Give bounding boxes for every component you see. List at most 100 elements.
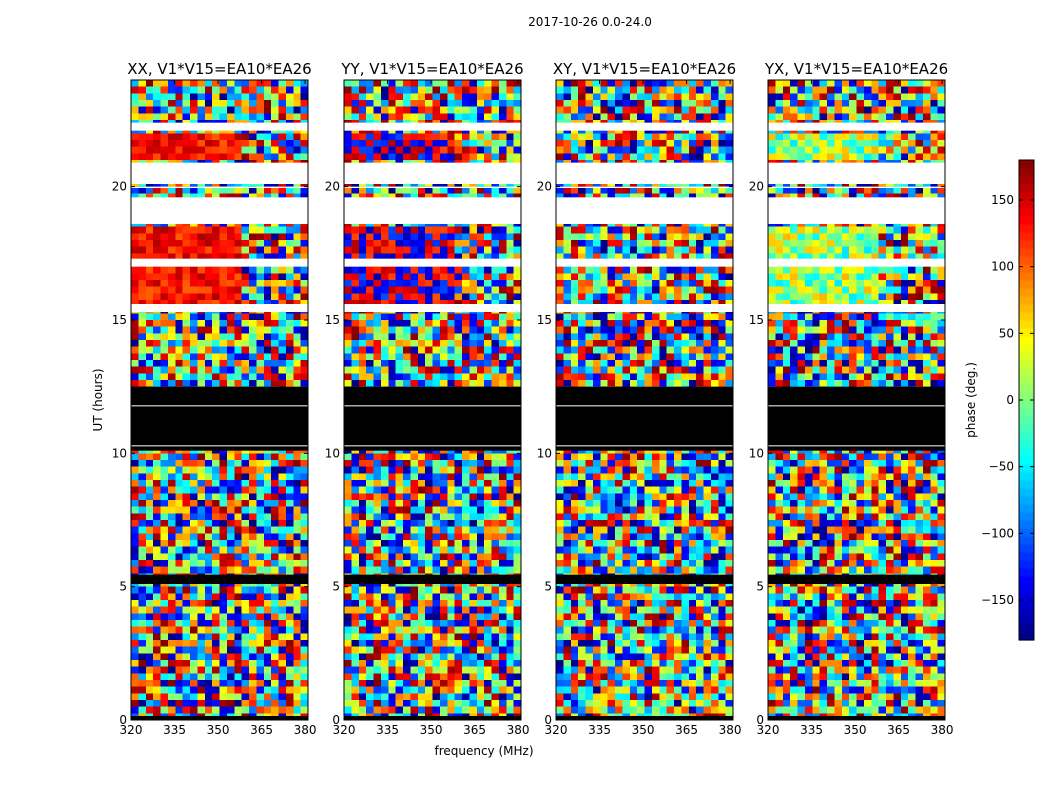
x-tick-label: 335 bbox=[588, 723, 611, 737]
x-tick-label: 365 bbox=[250, 723, 273, 737]
colorbar-segment bbox=[1019, 248, 1034, 257]
panel-yy: YY, V1*V15=EA10*EA26 320 335 350 365 380 0 5 10 1… bbox=[325, 60, 530, 737]
x-tick-label: 350 bbox=[844, 723, 867, 737]
panel-xx: XX, V1*V15=EA10*EA26 320 335 350 365 380 0 5 10 1… bbox=[112, 60, 317, 737]
colorbar-segment bbox=[1019, 624, 1034, 633]
colorbar-segment bbox=[1019, 608, 1034, 617]
colorbar-segment bbox=[1019, 352, 1034, 361]
y-tick-label: 10 bbox=[749, 446, 764, 460]
colorbar-segment bbox=[1019, 328, 1034, 337]
x-tick-label: 350 bbox=[207, 723, 230, 737]
blank-band bbox=[131, 304, 308, 312]
axes-frame bbox=[130, 79, 309, 721]
colorbar-segment bbox=[1019, 544, 1034, 553]
blank-band bbox=[768, 258, 945, 267]
colorbar-segment bbox=[1019, 560, 1034, 569]
y-tick-label: 15 bbox=[749, 313, 764, 327]
colorbar-segment bbox=[1019, 504, 1034, 513]
panel-title: XY, V1*V15=EA10*EA26 bbox=[553, 60, 736, 78]
colorbar-segment bbox=[1019, 600, 1034, 609]
blank-band bbox=[768, 304, 945, 312]
blank-band bbox=[344, 304, 521, 312]
colorbar-tick-label: 0 bbox=[1006, 393, 1014, 407]
figure-suptitle: 2017-10-26 0.0-24.0 bbox=[528, 15, 652, 29]
blank-band bbox=[344, 258, 521, 267]
flag-gap-line bbox=[768, 405, 945, 407]
flagged-band bbox=[131, 574, 308, 584]
colorbar-segment bbox=[1019, 488, 1034, 497]
colorbar-segment bbox=[1019, 472, 1034, 481]
colorbar-segment bbox=[1019, 520, 1034, 529]
blank-band bbox=[131, 162, 308, 184]
colorbar-segment bbox=[1019, 408, 1034, 417]
y-tick-label: 0 bbox=[119, 713, 127, 727]
colorbar-segment bbox=[1019, 208, 1034, 217]
colorbar-segment bbox=[1019, 576, 1034, 585]
colorbar-segment bbox=[1019, 176, 1034, 185]
blank-band bbox=[344, 197, 521, 224]
colorbar-tick-label: −150 bbox=[981, 593, 1014, 607]
blank-band bbox=[556, 122, 733, 131]
colorbar-segment bbox=[1019, 160, 1034, 169]
flag-gap-line bbox=[768, 445, 945, 447]
colorbar-segment bbox=[1019, 552, 1034, 561]
colorbar-segment bbox=[1019, 448, 1034, 457]
colorbar-segment bbox=[1019, 344, 1034, 353]
blank-band bbox=[768, 186, 945, 188]
flagged-band bbox=[556, 716, 733, 720]
colorbar-segment bbox=[1019, 512, 1034, 521]
colorbar-segment bbox=[1019, 480, 1034, 489]
y-tick-label: 15 bbox=[537, 313, 552, 327]
flagged-band bbox=[556, 386, 733, 451]
x-tick-label: 335 bbox=[376, 723, 399, 737]
y-tick-label: 20 bbox=[112, 180, 127, 194]
colorbar-tick-label: 150 bbox=[991, 193, 1014, 207]
x-tick-label: 320 bbox=[757, 723, 780, 737]
blank-band bbox=[556, 162, 733, 184]
colorbar-segment bbox=[1019, 456, 1034, 465]
x-tick-label: 350 bbox=[632, 723, 655, 737]
colorbar-segment bbox=[1019, 400, 1034, 409]
x-tick-label: 380 bbox=[719, 723, 742, 737]
y-tick-label: 20 bbox=[749, 180, 764, 194]
colorbar-segment bbox=[1019, 416, 1034, 425]
panel-title: YY, V1*V15=EA10*EA26 bbox=[340, 60, 523, 78]
y-tick-label: 5 bbox=[756, 580, 764, 594]
x-tick-label: 335 bbox=[163, 723, 186, 737]
flagged-band bbox=[768, 386, 945, 451]
y-tick-label: 5 bbox=[332, 580, 340, 594]
colorbar-segment bbox=[1019, 264, 1034, 273]
flagged-band bbox=[556, 574, 733, 584]
y-tick-label: 10 bbox=[112, 446, 127, 460]
colorbar-tick-label: 100 bbox=[991, 260, 1014, 274]
flagged-band bbox=[768, 574, 945, 584]
y-axis-label: UT (hours) bbox=[91, 368, 105, 431]
colorbar-segment bbox=[1019, 432, 1034, 441]
blank-band bbox=[131, 186, 308, 188]
colorbar-label: phase (deg.) bbox=[964, 362, 978, 438]
colorbar-segment bbox=[1019, 240, 1034, 249]
flagged-band bbox=[344, 386, 521, 451]
colorbar-segment bbox=[1019, 312, 1034, 321]
blank-band bbox=[131, 197, 308, 224]
x-tick-label: 350 bbox=[420, 723, 443, 737]
blank-band bbox=[344, 186, 521, 188]
colorbar-segment bbox=[1019, 256, 1034, 265]
axes-frame bbox=[767, 79, 946, 721]
colorbar-tick-label: −50 bbox=[989, 460, 1014, 474]
colorbar-segment bbox=[1019, 376, 1034, 385]
flagged-band bbox=[131, 716, 308, 720]
blank-band bbox=[768, 122, 945, 131]
x-tick-label: 365 bbox=[463, 723, 486, 737]
y-tick-label: 10 bbox=[537, 446, 552, 460]
colorbar-segment bbox=[1019, 616, 1034, 625]
colorbar-segment bbox=[1019, 464, 1034, 473]
x-tick-label: 380 bbox=[931, 723, 954, 737]
panel-yx: YX, V1*V15=EA10*EA26 320 335 350 365 380 0 5 10 1… bbox=[749, 60, 954, 737]
colorbar-segment bbox=[1019, 216, 1034, 225]
blank-band bbox=[556, 258, 733, 267]
x-tick-label: 380 bbox=[294, 723, 317, 737]
colorbar: 150 100 50 0 −50 −100 −150 phase (deg.) bbox=[964, 159, 1035, 641]
y-tick-label: 15 bbox=[325, 313, 340, 327]
flag-gap-line bbox=[344, 445, 521, 447]
